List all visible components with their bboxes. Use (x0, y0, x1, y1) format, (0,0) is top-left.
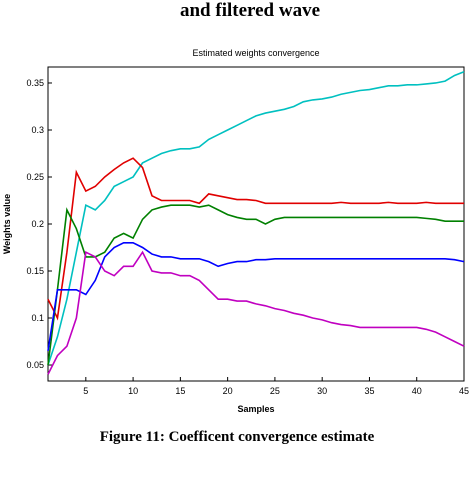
x-tick-label: 25 (270, 386, 280, 396)
y-tick-label: 0.05 (26, 360, 44, 370)
series-line (47, 157, 464, 321)
y-tick-label: 0.3 (31, 125, 44, 135)
x-tick-label: 35 (364, 386, 374, 396)
x-tick-label: 30 (317, 386, 327, 396)
series-line (47, 242, 465, 352)
y-tick-label: 0.35 (26, 78, 44, 88)
y-tick-label: 0.2 (31, 219, 44, 229)
series-line (47, 204, 464, 366)
x-tick-label: 5 (83, 386, 88, 396)
y-tick-label: 0.15 (26, 266, 44, 276)
x-axis-label: Samples (237, 404, 274, 414)
x-tick-label: 40 (412, 386, 422, 396)
y-tick-label: 0.25 (26, 172, 44, 182)
series-line (47, 250, 465, 375)
x-tick-label: 15 (175, 386, 185, 396)
figure-caption: Figure 11: Coefficent convergence estima… (100, 429, 375, 445)
series-line (47, 70, 465, 366)
plot-frame (47, 66, 465, 382)
x-tick-label: 45 (459, 386, 469, 396)
y-tick-label: 0.1 (31, 313, 44, 323)
header-text: and filtered wave (180, 0, 320, 21)
x-tick-label: 10 (128, 386, 138, 396)
y-axis-label: Weights value (2, 194, 12, 254)
chart-title: Estimated weights convergence (192, 48, 319, 58)
x-tick-label: 20 (223, 386, 233, 396)
